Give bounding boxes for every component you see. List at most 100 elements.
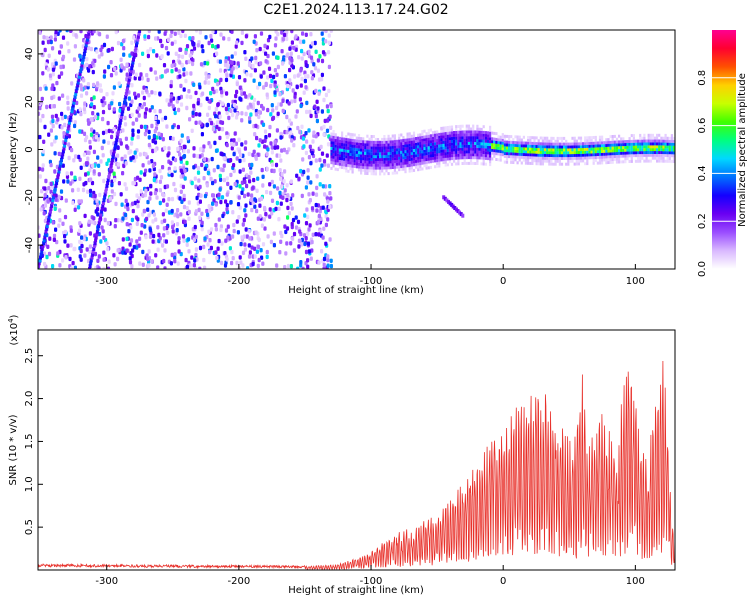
heatmap-cell	[499, 152, 502, 156]
heatmap-cell	[415, 137, 418, 140]
heatmap-cell	[193, 224, 197, 230]
heatmap-cell	[133, 51, 137, 56]
heatmap-cell	[476, 147, 479, 151]
heatmap-cell	[79, 248, 83, 254]
heatmap-cell	[106, 221, 110, 226]
heatmap-cell	[185, 44, 190, 49]
heatmap-cell	[121, 106, 125, 111]
heatmap-cell	[275, 200, 279, 206]
heatmap-cell	[660, 159, 663, 163]
heatmap-cell	[440, 146, 443, 150]
heatmap-cell	[57, 194, 61, 200]
heatmap-cell	[79, 30, 83, 34]
heatmap-cell	[345, 163, 348, 167]
heatmap-cell	[222, 156, 226, 161]
heatmap-cell	[529, 147, 532, 151]
heatmap-cell	[343, 149, 346, 153]
heatmap-cell	[624, 157, 627, 161]
heatmap-cell	[173, 39, 177, 45]
heatmap-cell	[347, 158, 350, 162]
heatmap-cell	[374, 155, 377, 159]
heatmap-cell	[160, 219, 164, 225]
heatmap-cell	[324, 30, 328, 34]
heatmap-cell	[484, 156, 487, 160]
heatmap-cell	[139, 124, 144, 129]
heatmap-cell	[82, 131, 87, 136]
heatmap-cell	[412, 151, 416, 155]
heatmap-cell	[527, 150, 530, 154]
heatmap-cell	[651, 148, 654, 152]
heatmap-cell	[255, 249, 259, 254]
heatmap-cell	[50, 95, 54, 101]
heatmap-cell	[563, 151, 566, 155]
heatmap-cell	[381, 152, 384, 156]
snr-x-label: Height of straight line (km)	[288, 585, 424, 596]
heatmap-cell	[484, 154, 487, 158]
heatmap-cell	[563, 148, 566, 152]
heatmap-cell	[42, 238, 46, 243]
heatmap-cell	[524, 158, 528, 162]
heatmap-cell	[310, 76, 314, 81]
heatmap-cell	[102, 74, 106, 79]
heatmap-cell	[459, 139, 462, 143]
heatmap-cell	[207, 80, 211, 85]
heatmap-cell	[257, 237, 261, 243]
heatmap-cell	[262, 85, 266, 90]
heatmap-cell	[316, 58, 320, 63]
heatmap-cell	[387, 157, 390, 161]
heatmap-cell	[124, 136, 128, 141]
heatmap-cell	[554, 151, 557, 155]
heatmap-cell	[117, 181, 121, 186]
heatmap-cell	[666, 136, 669, 140]
heatmap-cell	[601, 141, 604, 145]
heatmap-cell	[647, 133, 650, 137]
heatmap-cell	[147, 263, 151, 268]
heatmap-cell	[208, 249, 212, 255]
heatmap-cell	[266, 107, 270, 113]
heatmap-cell	[329, 30, 333, 33]
heatmap-cell	[372, 163, 375, 167]
heatmap-cell	[647, 151, 650, 154]
heatmap-cell	[172, 181, 176, 187]
heatmap-cell	[493, 146, 496, 150]
heatmap-cell	[637, 151, 640, 155]
heatmap-cell	[104, 129, 108, 135]
heatmap-cell	[316, 68, 320, 73]
heatmap-cell	[71, 260, 75, 266]
heatmap-cell	[97, 221, 101, 226]
heatmap-cell	[131, 155, 135, 160]
heatmap-cell	[124, 161, 128, 166]
heatmap-cell	[451, 204, 455, 209]
heatmap-cell	[537, 147, 540, 151]
heatmap-cell	[125, 236, 129, 242]
heatmap-cell	[512, 138, 515, 142]
heatmap-cell	[385, 166, 388, 170]
heatmap-cell	[438, 164, 441, 168]
heatmap-cell	[520, 147, 523, 151]
heatmap-cell	[383, 140, 386, 144]
heatmap-cell	[216, 44, 220, 49]
heatmap-cell	[83, 101, 87, 106]
heatmap-cell	[289, 130, 293, 135]
heatmap-cell	[225, 203, 229, 208]
heatmap-cell	[242, 157, 246, 163]
heatmap-cell	[45, 104, 49, 110]
heatmap-cell	[503, 160, 506, 164]
heatmap-cell	[573, 139, 576, 143]
heatmap-cell	[245, 183, 249, 189]
heatmap-cell	[391, 163, 394, 167]
heatmap-cell	[628, 160, 631, 163]
heatmap-cell	[450, 125, 454, 129]
heatmap-cell	[185, 94, 189, 99]
heatmap-cell	[327, 88, 331, 94]
heatmap-cell	[306, 258, 310, 263]
heatmap-cell	[202, 176, 206, 181]
heatmap-cell	[148, 108, 152, 113]
heatmap-cell	[192, 82, 196, 87]
heatmap-cell	[503, 149, 506, 153]
heatmap-cell	[332, 147, 335, 151]
heatmap-cell	[434, 165, 437, 169]
heatmap-cell	[387, 137, 390, 141]
heatmap-cell	[613, 134, 616, 138]
